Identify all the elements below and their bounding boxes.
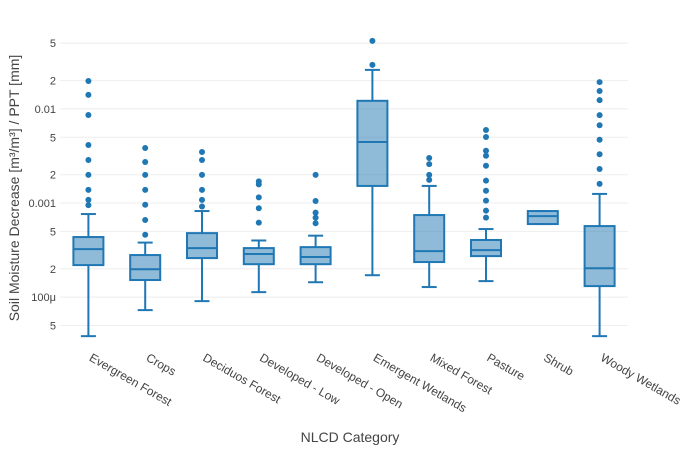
outlier bbox=[312, 209, 319, 216]
outlier bbox=[369, 61, 376, 68]
y-tick-label: 5 bbox=[50, 132, 56, 144]
outlier bbox=[199, 186, 205, 193]
outlier bbox=[483, 214, 489, 221]
outlier bbox=[596, 165, 603, 172]
outlier bbox=[596, 112, 603, 119]
outlier bbox=[199, 148, 205, 155]
outlier bbox=[483, 187, 489, 194]
outlier bbox=[85, 196, 92, 203]
x-axis-title: NLCD Category bbox=[301, 429, 400, 445]
outlier bbox=[199, 203, 205, 210]
y-tick-label: 2 bbox=[50, 170, 56, 182]
outlier bbox=[596, 79, 603, 86]
y-tick-label: 2 bbox=[50, 76, 56, 88]
y-tick-label: 5 bbox=[50, 320, 56, 332]
box bbox=[526, 210, 559, 226]
outlier bbox=[142, 186, 149, 193]
y-tick-label: 100μ bbox=[31, 292, 56, 304]
outlier bbox=[85, 111, 92, 118]
outlier bbox=[312, 171, 319, 178]
outlier bbox=[483, 207, 489, 214]
y-tick-label: 5 bbox=[50, 226, 56, 238]
outlier bbox=[312, 214, 319, 221]
outlier bbox=[142, 145, 149, 152]
outlier bbox=[596, 122, 603, 129]
y-tick-label: 0.001 bbox=[28, 198, 56, 210]
outlier bbox=[255, 194, 262, 201]
outlier bbox=[426, 161, 433, 168]
outlier bbox=[483, 197, 489, 204]
box bbox=[356, 99, 389, 187]
outlier bbox=[85, 202, 92, 209]
box bbox=[129, 254, 162, 282]
outlier bbox=[426, 176, 433, 183]
outlier bbox=[85, 186, 92, 193]
x-tick-label: Woody Wetlands bbox=[598, 350, 683, 407]
outlier bbox=[255, 205, 262, 212]
y-tick-label: 5 bbox=[50, 38, 56, 50]
outlier bbox=[199, 171, 205, 178]
outlier bbox=[596, 151, 603, 158]
box bbox=[583, 225, 616, 288]
outlier bbox=[596, 88, 603, 95]
outlier bbox=[483, 134, 489, 141]
outlier bbox=[85, 78, 92, 85]
box bbox=[186, 232, 218, 260]
outlier bbox=[483, 177, 489, 184]
outlier bbox=[596, 136, 603, 143]
outlier bbox=[483, 162, 489, 169]
x-tick-label: Shrub bbox=[541, 350, 576, 378]
outlier bbox=[142, 201, 149, 208]
outlier bbox=[483, 127, 489, 134]
outlier bbox=[255, 181, 262, 188]
x-tick-label: Pasture bbox=[485, 350, 528, 383]
outlier bbox=[596, 180, 603, 187]
outlier bbox=[426, 171, 433, 178]
outlier bbox=[369, 37, 376, 44]
outlier bbox=[199, 196, 205, 203]
outlier bbox=[255, 219, 262, 226]
y-tick-label: 0.01 bbox=[35, 104, 56, 116]
y-axis-title: Soil Moisture Decrease [m³/m³] / PPT [mm… bbox=[6, 55, 22, 322]
box bbox=[72, 236, 105, 267]
outlier bbox=[199, 156, 205, 163]
outlier bbox=[483, 152, 489, 159]
box bbox=[470, 238, 502, 258]
box bbox=[413, 214, 446, 264]
outlier bbox=[426, 155, 433, 162]
y-tick-label: 2 bbox=[50, 264, 56, 276]
outlier bbox=[85, 141, 92, 148]
outlier bbox=[85, 156, 92, 163]
outlier bbox=[312, 220, 319, 227]
outlier bbox=[483, 147, 489, 154]
outlier bbox=[142, 231, 149, 238]
box bbox=[299, 246, 332, 266]
outlier bbox=[85, 171, 92, 178]
outlier bbox=[596, 97, 603, 104]
outlier bbox=[312, 198, 319, 205]
outlier bbox=[142, 158, 149, 165]
outlier bbox=[142, 171, 149, 178]
x-tick-label: Crops bbox=[144, 350, 179, 378]
x-tick-label: Emergent Wetlands bbox=[371, 350, 469, 415]
outlier bbox=[85, 91, 92, 98]
box bbox=[242, 247, 275, 266]
outlier bbox=[142, 217, 149, 224]
